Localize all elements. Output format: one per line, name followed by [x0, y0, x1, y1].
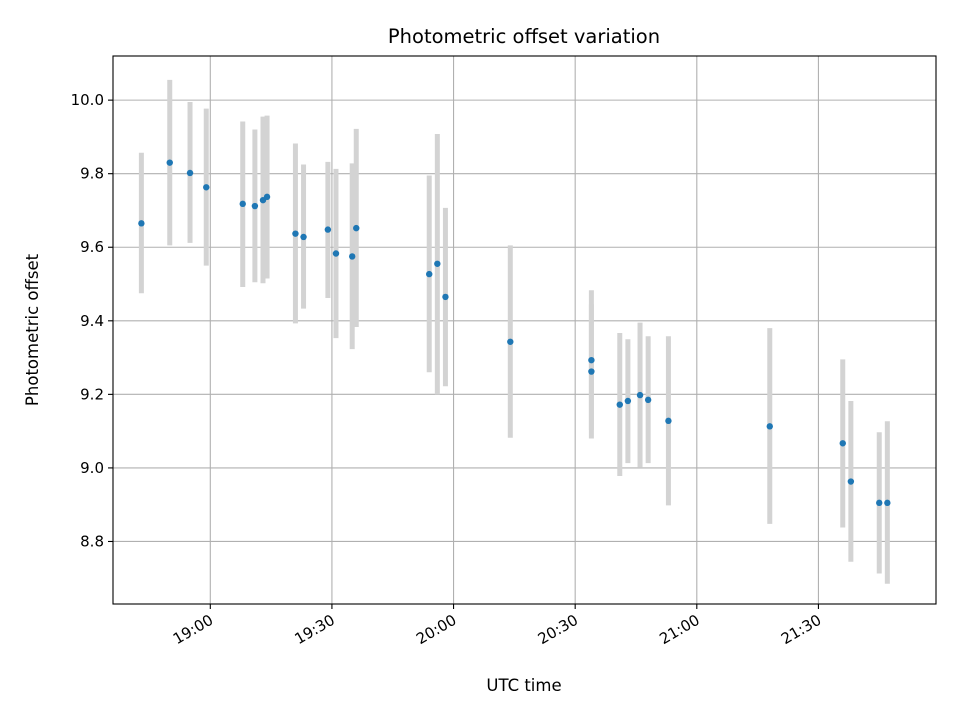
data-point	[839, 440, 846, 447]
data-point	[766, 423, 773, 430]
data-point	[426, 270, 433, 278]
y-tick-label: 9.6	[80, 238, 104, 256]
data-point	[348, 253, 356, 260]
y-tick-label: 9.4	[80, 312, 104, 330]
data-point	[507, 338, 514, 345]
data-point	[876, 499, 883, 507]
data-point	[442, 293, 449, 301]
chart-title: Photometric offset variation	[388, 25, 660, 48]
data-point	[616, 401, 623, 408]
data-point	[263, 193, 271, 201]
data-point	[166, 159, 173, 166]
data-point	[353, 224, 360, 232]
y-tick-label: 9.2	[80, 385, 104, 403]
data-point	[588, 368, 595, 375]
data-point	[332, 250, 340, 257]
data-point	[186, 169, 194, 177]
data-point	[624, 397, 632, 405]
data-points	[138, 159, 891, 507]
data-point	[636, 391, 644, 399]
data-point	[324, 226, 332, 233]
y-tick-label: 10.0	[71, 91, 104, 109]
data-point	[203, 184, 210, 191]
data-point	[588, 356, 595, 364]
y-tick-label: 9.8	[80, 165, 104, 183]
plot-frame	[112, 55, 937, 605]
data-point	[138, 220, 145, 227]
y-axis-title: Photometric offset	[23, 253, 42, 406]
data-point	[884, 499, 891, 507]
y-axis: 8.8 9.0 9.2 9.4 9.6 9.8 10.0	[71, 91, 113, 550]
data-point	[251, 202, 259, 210]
data-point	[300, 233, 307, 241]
data-point	[292, 230, 299, 237]
data-point	[434, 260, 441, 267]
y-tick-label: 8.8	[80, 532, 104, 550]
data-point	[847, 478, 855, 485]
grid-lines	[113, 56, 936, 604]
data-point	[665, 417, 672, 425]
y-tick-label: 9.0	[80, 459, 104, 477]
x-axis-title: UTC time	[486, 676, 561, 695]
data-point	[239, 200, 246, 208]
data-point	[644, 396, 652, 404]
